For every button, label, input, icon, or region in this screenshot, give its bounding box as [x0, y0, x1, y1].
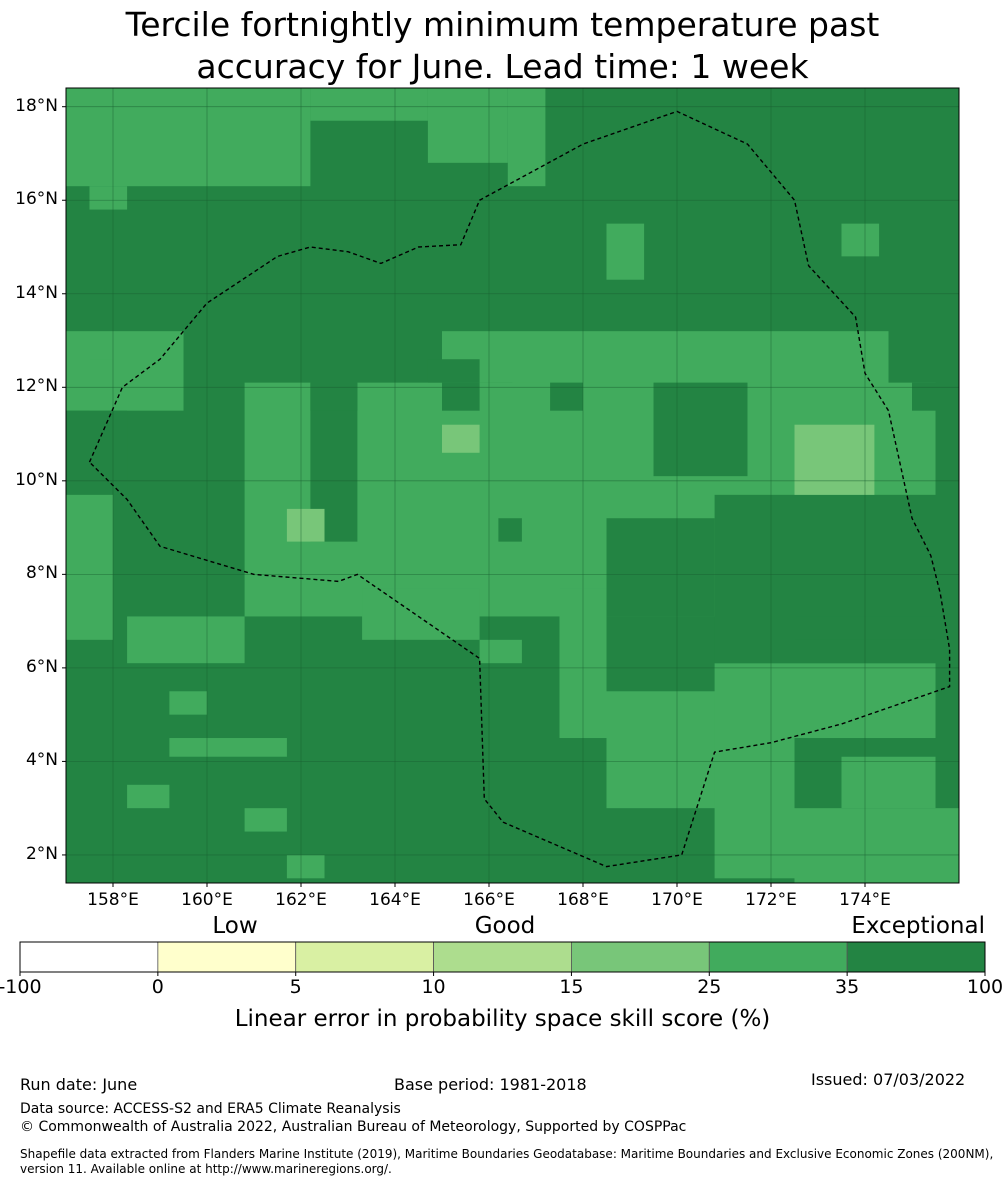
skill-cell-25-35 — [427, 88, 508, 163]
lat-tick-label: 2°N — [25, 843, 58, 864]
lon-tick-label: 174°E — [839, 890, 891, 910]
map-frame — [65, 87, 960, 884]
skill-cell-25-35 — [66, 331, 184, 411]
lon-tick-label: 168°E — [557, 890, 609, 910]
lon-tick-label: 160°E — [181, 890, 233, 910]
colorbar-tick-label: 15 — [559, 976, 584, 998]
title-line-2: accuracy for June. Lead time: 1 week — [196, 47, 809, 86]
colorbar-tick-label: -100 — [0, 976, 42, 998]
skill-cell-15-25 — [442, 424, 480, 453]
skill-cell-15-25 — [794, 424, 875, 495]
skill-cell-25-35 — [310, 88, 428, 121]
colorbar-category-label: Exceptional — [851, 913, 985, 939]
colorbar-category-label: Good — [474, 913, 536, 939]
skill-cell-25-35 — [169, 691, 207, 715]
colorbar-tick-label: 5 — [289, 976, 302, 998]
skill-cell-25-35 — [362, 588, 480, 640]
skill-cell-15-25 — [286, 508, 325, 542]
skill-cell-25-35 — [479, 639, 522, 664]
skill-cell-35-100 — [912, 382, 936, 411]
colorbar-swatch — [295, 941, 434, 973]
colorbar-category-label: Low — [212, 913, 258, 939]
skill-cell-35-100 — [498, 518, 522, 542]
skill-cell-25-35 — [127, 784, 170, 809]
lat-tick-label: 14°N — [15, 282, 58, 303]
colorbar-swatch — [433, 941, 572, 973]
colorbar-swatch — [708, 941, 848, 973]
skill-cell-25-35 — [507, 88, 546, 187]
axis-ticks — [62, 106, 866, 887]
issued-date: Issued: 07/03/2022 — [811, 1070, 966, 1089]
colorbar-swatch — [571, 941, 710, 973]
colorbar-swatch — [19, 941, 159, 973]
lat-tick-label: 18°N — [15, 95, 58, 116]
skill-cell-25-35 — [169, 738, 287, 757]
skill-cell-25-35 — [606, 223, 645, 280]
skill-cell-35-100 — [427, 359, 480, 383]
skill-cell-25-35 — [127, 616, 245, 664]
skill-cell-25-35 — [286, 854, 325, 879]
chart-title: Tercile fortnightly minimum temperature … — [0, 4, 1005, 88]
colorbar-tick-label: 35 — [835, 976, 860, 998]
lon-tick-label: 170°E — [651, 890, 703, 910]
skill-cell-25-35 — [794, 808, 959, 883]
colorbar-tick-label: 25 — [697, 976, 722, 998]
lat-tick-label: 10°N — [15, 469, 58, 490]
skill-cell-25-35 — [841, 223, 880, 257]
skill-cell-35-100 — [310, 382, 358, 411]
skill-cell-35-100 — [550, 382, 583, 411]
skill-cell-35-100 — [442, 382, 480, 411]
skill-cell-25-35 — [244, 808, 287, 832]
skill-cell-35-100 — [653, 382, 748, 477]
lat-tick-label: 6°N — [25, 656, 58, 677]
skill-cell-35-100 — [606, 518, 715, 617]
base-period: Base period: 1981-2018 — [394, 1075, 587, 1094]
lat-tick-label: 4°N — [25, 750, 58, 771]
run-date: Run date: June — [20, 1075, 138, 1094]
colorbar-tick-label: 0 — [151, 976, 164, 998]
lon-tick-label: 164°E — [369, 890, 421, 910]
colorbar-swatch — [846, 941, 986, 973]
lon-tick-label: 158°E — [87, 890, 139, 910]
skill-cell-25-35 — [714, 663, 795, 879]
lat-tick-label: 12°N — [15, 376, 58, 397]
map-plot-area — [66, 88, 959, 883]
skill-cell-25-35 — [89, 186, 128, 210]
colorbar-frame — [19, 941, 986, 973]
data-source: Data source: ACCESS-S2 and ERA5 Climate … — [20, 1101, 401, 1117]
lon-tick-label: 166°E — [463, 890, 515, 910]
shapefile-credit-line-1: Shapefile data extracted from Flanders M… — [20, 1147, 994, 1161]
colorbar — [19, 941, 986, 976]
lon-tick-label: 162°E — [275, 890, 327, 910]
eez-boundary — [88, 110, 951, 868]
skill-cell-25-35 — [89, 359, 113, 411]
skill-cell-25-35 — [66, 88, 311, 187]
lon-tick-label: 172°E — [745, 890, 797, 910]
lat-tick-label: 8°N — [25, 563, 58, 584]
colorbar-swatch — [157, 941, 297, 973]
copyright-notice: © Commonwealth of Australia 2022, Austra… — [20, 1119, 687, 1135]
skill-cell-25-35 — [841, 756, 936, 809]
skill-cell-35-100 — [66, 410, 128, 495]
shapefile-credit-line-2: version 11. Available online at http://w… — [20, 1162, 392, 1176]
title-line-1: Tercile fortnightly minimum temperature … — [125, 5, 880, 44]
lat-tick-label: 16°N — [15, 189, 58, 210]
colorbar-tick-label: 10 — [421, 976, 446, 998]
colorbar-tick-label: 100 — [966, 976, 1004, 998]
colorbar-axis-title: Linear error in probability space skill … — [234, 1006, 771, 1032]
